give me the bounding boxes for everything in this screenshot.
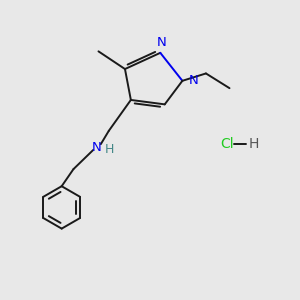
Text: Cl: Cl bbox=[220, 137, 234, 151]
Text: H: H bbox=[249, 137, 259, 151]
Text: N: N bbox=[92, 141, 102, 154]
Text: N: N bbox=[189, 74, 199, 87]
Text: H: H bbox=[105, 143, 114, 156]
Text: N: N bbox=[157, 36, 167, 49]
